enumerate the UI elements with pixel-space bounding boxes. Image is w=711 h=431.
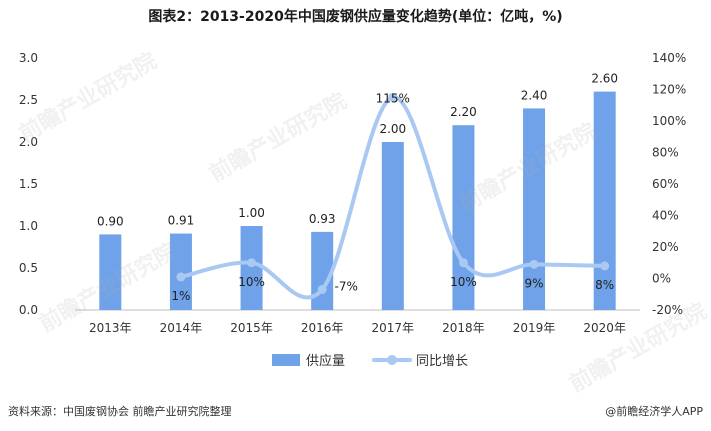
left-tick-label: 1.0	[19, 219, 38, 233]
growth-point	[529, 259, 539, 269]
right-tick-label: 0%	[652, 272, 671, 286]
bar	[99, 234, 122, 310]
bar	[381, 142, 404, 310]
bar-value-label: 2.00	[379, 122, 406, 136]
left-tick-label: 1.5	[19, 177, 38, 191]
right-tick-label: 40%	[652, 209, 679, 223]
growth-value-label: 9%	[525, 276, 544, 290]
left-tick-label: 2.0	[19, 135, 38, 149]
right-tick-label: 80%	[652, 146, 679, 160]
right-tick-label: -20%	[652, 303, 683, 317]
growth-value-label: 10%	[238, 275, 265, 289]
right-tick-label: 60%	[652, 177, 679, 191]
bar	[593, 91, 616, 310]
bar	[311, 231, 334, 310]
bar-value-label: 2.60	[591, 72, 618, 86]
left-tick-label: 3.0	[19, 51, 38, 65]
brand-note: @前瞻经济学人APP	[605, 405, 703, 418]
legend-bar-label: 供应量	[306, 353, 345, 369]
growth-point	[317, 285, 327, 295]
category-label: 2017年	[372, 321, 415, 335]
growth-point	[600, 261, 610, 271]
right-tick-label: 120%	[652, 83, 686, 97]
growth-point	[458, 258, 468, 268]
bar-value-label: 0.90	[97, 214, 124, 228]
category-label: 2016年	[301, 321, 344, 335]
legend-line-label: 同比增长	[416, 354, 468, 369]
left-tick-label: 2.5	[19, 93, 38, 107]
bar-value-label: 2.20	[450, 105, 477, 119]
category-label: 2015年	[230, 321, 273, 335]
legend-line-marker	[387, 355, 397, 365]
category-label: 2019年	[513, 321, 556, 335]
left-tick-label: 0.0	[19, 303, 38, 317]
growth-value-label: 10%	[450, 275, 477, 289]
source-note: 资料来源：中国废钢协会 前瞻产业研究院整理	[8, 405, 232, 418]
bar-value-label: 2.40	[521, 88, 548, 102]
growth-point	[247, 258, 257, 268]
right-tick-label: 100%	[652, 114, 686, 128]
bar	[169, 233, 192, 310]
right-tick-label: 140%	[652, 51, 686, 65]
right-tick-label: 20%	[652, 240, 679, 254]
legend-bar-swatch	[272, 354, 300, 366]
growth-point	[388, 92, 398, 102]
growth-value-label: 1%	[171, 289, 190, 303]
category-label: 2020年	[583, 321, 626, 335]
bar-value-label: 0.93	[309, 212, 336, 226]
category-label: 2013年	[89, 321, 132, 335]
growth-value-label: 8%	[595, 278, 614, 292]
category-label: 2014年	[160, 321, 203, 335]
left-tick-label: 0.5	[19, 261, 38, 275]
growth-point	[176, 272, 186, 282]
growth-value-label: 115%	[376, 91, 410, 105]
bar	[240, 226, 263, 310]
bar-value-label: 0.91	[168, 214, 195, 228]
bar-value-label: 1.00	[238, 206, 265, 220]
growth-value-label: -7%	[335, 280, 358, 294]
bar	[452, 125, 475, 310]
category-label: 2018年	[442, 321, 485, 335]
chart-title: 图表2：2013-2020年中国废钢供应量变化趋势(单位：亿吨，%)	[148, 9, 563, 25]
bar	[523, 108, 546, 311]
